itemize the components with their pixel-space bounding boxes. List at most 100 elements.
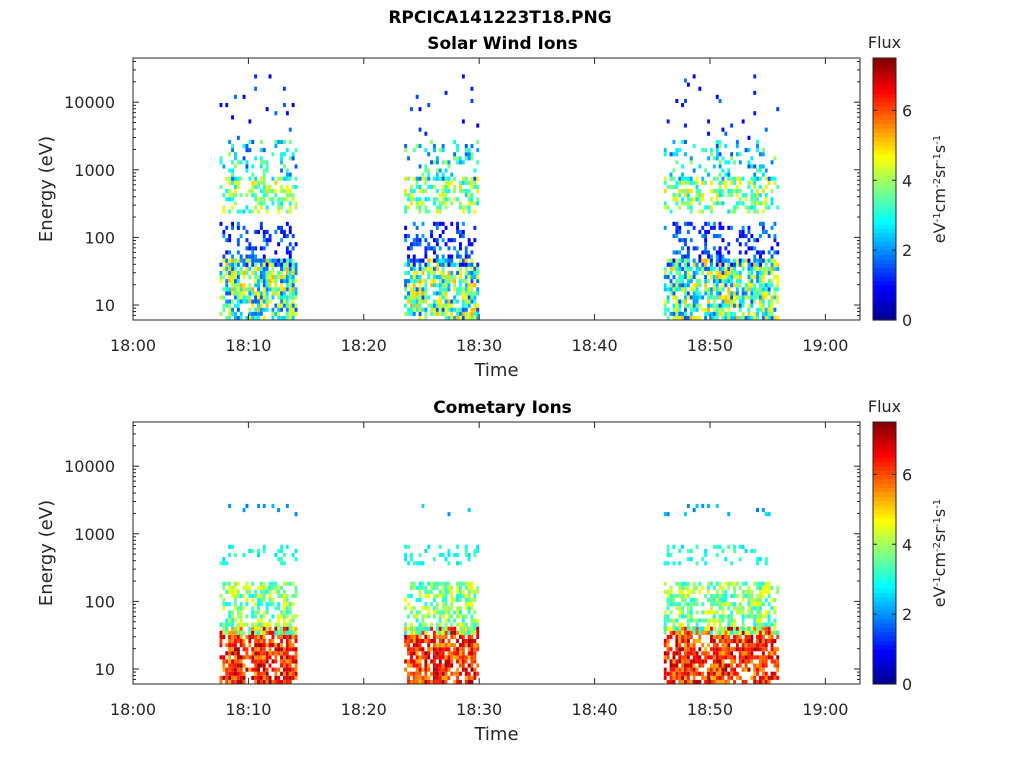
heatmap-cell [467, 180, 471, 185]
heatmap-cell [744, 250, 748, 255]
colorbar-tick-label: 0 [902, 675, 912, 694]
heatmap-cell [698, 630, 702, 635]
heatmap-cell [288, 262, 292, 267]
heatmap-cell [712, 283, 716, 288]
heatmap-cell [239, 287, 243, 292]
heatmap-cell [262, 581, 266, 586]
colorbar-tick-label: 2 [902, 241, 912, 260]
heatmap-cell [242, 622, 246, 627]
heatmap-cell [277, 225, 281, 230]
heatmap-cell [234, 675, 237, 680]
heatmap-cell [759, 254, 762, 259]
heatmap-cell [245, 160, 249, 165]
heatmap-cell [415, 307, 419, 312]
heatmap-cell [441, 303, 445, 308]
heatmap-cell [283, 275, 286, 280]
heatmap-cell [427, 246, 431, 251]
heatmap-cell [248, 639, 252, 644]
heatmap-cell [427, 606, 431, 611]
heatmap-cell [441, 283, 445, 288]
heatmap-cell [721, 258, 725, 263]
heatmap-cell [262, 593, 266, 598]
heatmap-cell [718, 544, 722, 549]
heatmap-cell [236, 606, 240, 611]
heatmap-cell [459, 287, 462, 292]
heatmap-cell [225, 189, 229, 194]
heatmap-cell [710, 225, 713, 230]
x-tick-label: 18:50 [687, 336, 733, 355]
heatmap-cell [689, 671, 693, 676]
heatmap-cell [427, 242, 431, 247]
heatmap-cell [268, 74, 272, 79]
heatmap-cell [262, 176, 266, 181]
heatmap-cell [681, 639, 684, 644]
heatmap-cell [747, 626, 751, 631]
heatmap-cell [265, 659, 269, 664]
heatmap-cell [727, 671, 731, 676]
heatmap-cell [467, 557, 471, 562]
heatmap-cell [735, 643, 739, 648]
heatmap-cell [476, 626, 480, 631]
heatmap-cell [265, 295, 269, 300]
heatmap-cell [721, 254, 725, 259]
heatmap-cell [773, 250, 777, 255]
heatmap-cell [738, 229, 742, 234]
heatmap-cell [418, 622, 422, 627]
heatmap-cell [236, 295, 240, 300]
heatmap-cell [254, 663, 258, 668]
heatmap-cell [692, 585, 696, 590]
heatmap-cell [675, 671, 679, 676]
heatmap-cell [254, 675, 258, 680]
heatmap-cell [280, 275, 283, 280]
heatmap-cell [776, 659, 780, 664]
heatmap-cell [464, 250, 468, 255]
heatmap-cell [222, 254, 226, 259]
heatmap-cell [730, 262, 734, 267]
heatmap-cell [265, 602, 269, 607]
heatmap-cell [678, 606, 682, 611]
heatmap-cell [759, 610, 762, 615]
heatmap-cell [441, 238, 445, 243]
heatmap-cell [663, 610, 667, 615]
heatmap-cell [666, 205, 670, 210]
colorbar-step [873, 496, 896, 502]
heatmap-cell [236, 180, 240, 185]
heatmap-cell [724, 634, 728, 639]
heatmap-cell [288, 655, 292, 660]
heatmap-cell [686, 643, 690, 648]
heatmap-cell [245, 205, 249, 210]
heatmap-cell [467, 148, 471, 153]
heatmap-cell [418, 663, 422, 668]
heatmap-cell [236, 287, 240, 292]
heatmap-cell [473, 225, 477, 230]
heatmap-cell [698, 589, 702, 594]
heatmap-cell [424, 667, 428, 672]
heatmap-cell [761, 270, 765, 275]
heatmap-cell [738, 262, 742, 267]
heatmap-cell [770, 201, 774, 206]
heatmap-cell [756, 655, 759, 660]
heatmap-cell [692, 663, 696, 668]
heatmap-cell [285, 279, 289, 284]
heatmap-cell [733, 626, 736, 631]
heatmap-cell [421, 299, 425, 304]
heatmap-cell [228, 299, 232, 304]
heatmap-cell [715, 651, 719, 656]
heatmap-cell [684, 626, 687, 631]
heatmap-cell [254, 258, 258, 263]
heatmap-cell [277, 201, 281, 206]
heatmap-cell [225, 581, 229, 586]
heatmap-cell [464, 189, 468, 194]
heatmap-cell [407, 176, 410, 181]
heatmap-cell [234, 663, 237, 668]
heatmap-cell [707, 667, 710, 672]
heatmap-cell [724, 144, 728, 149]
heatmap-cell [730, 671, 734, 676]
heatmap-cell [756, 618, 759, 623]
heatmap-cell [435, 643, 439, 648]
heatmap-cell [265, 626, 269, 631]
heatmap-cell [473, 589, 477, 594]
heatmap-cell [761, 581, 765, 586]
panel-cometary-ions: 18:00 18:10 18:20 18:30 18:40 18:50 19:0010100… [36, 397, 949, 745]
